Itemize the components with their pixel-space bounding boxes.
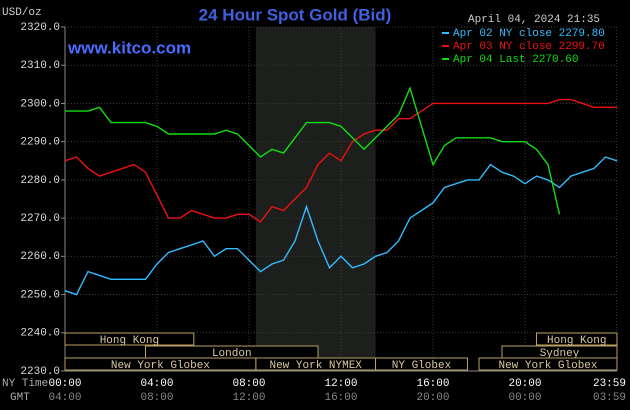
- y-unit: USD/oz: [2, 7, 42, 19]
- session-highlight: [255, 27, 376, 371]
- x-tick-label: 08:00: [232, 378, 265, 390]
- y-tick-label: 2320.0: [20, 22, 60, 34]
- x-axis-label: NY Time: [2, 378, 48, 390]
- watermark: www.kitco.com: [67, 38, 191, 57]
- chart-title: 24 Hour Spot Gold (Bid): [199, 5, 392, 24]
- session-label: New York Globex: [111, 360, 210, 372]
- session-box: [536, 332, 618, 346]
- x-tick-label: 20:00: [508, 378, 541, 390]
- timestamp: April 04, 2024 21:35: [468, 14, 600, 26]
- session-label: NY Globex: [392, 360, 452, 372]
- y-tick-label: 2310.0: [20, 60, 60, 72]
- x2-tick-label: 04:00: [48, 392, 81, 404]
- x2-tick-label: 20:00: [416, 392, 449, 404]
- y-tick-label: 2290.0: [20, 137, 60, 149]
- series-line: [64, 156, 618, 296]
- x-tick-label: 12:00: [324, 378, 357, 390]
- session-label: Hong Kong: [547, 335, 606, 347]
- y-tick-label: 2250.0: [20, 289, 60, 301]
- session-label: Hong Kong: [100, 335, 159, 347]
- y-tick-label: 2230.0: [20, 366, 60, 378]
- x2-tick-label: 16:00: [324, 392, 357, 404]
- y-tick-label: 2260.0: [20, 251, 60, 263]
- legend-label: Apr 02 NY close 2279.80: [453, 28, 605, 40]
- y-tick-label: 2270.0: [20, 213, 60, 225]
- session-label: London: [212, 348, 252, 360]
- x2-axis-label: GMT: [10, 392, 30, 404]
- session-box: [478, 357, 618, 371]
- y-tick-label: 2300.0: [20, 98, 60, 110]
- x-tick-label: 23:59: [593, 378, 626, 390]
- x-tick-label: 16:00: [416, 378, 449, 390]
- y-tick-label: 2240.0: [20, 328, 60, 340]
- session-label: New York Globex: [498, 360, 597, 372]
- session-box: [375, 357, 468, 371]
- session-box: [64, 332, 195, 346]
- session-label: New York NYMEX: [269, 360, 362, 372]
- legend-label: Apr 04 Last 2270.60: [453, 54, 578, 66]
- x2-tick-label: 08:00: [140, 392, 173, 404]
- series-line: [64, 98, 617, 223]
- series-line: [65, 86, 561, 215]
- x2-tick-label: 00:00: [508, 392, 541, 404]
- x-tick-label: 00:00: [48, 378, 81, 390]
- y-tick-label: 2280.0: [20, 175, 60, 187]
- session-label: Sydney: [540, 348, 580, 360]
- x2-tick-label: 03:59: [593, 392, 626, 404]
- x-tick-label: 04:00: [140, 378, 173, 390]
- x2-tick-label: 12:00: [232, 392, 265, 404]
- legend-label: Apr 03 NY close 2299.70: [453, 41, 605, 53]
